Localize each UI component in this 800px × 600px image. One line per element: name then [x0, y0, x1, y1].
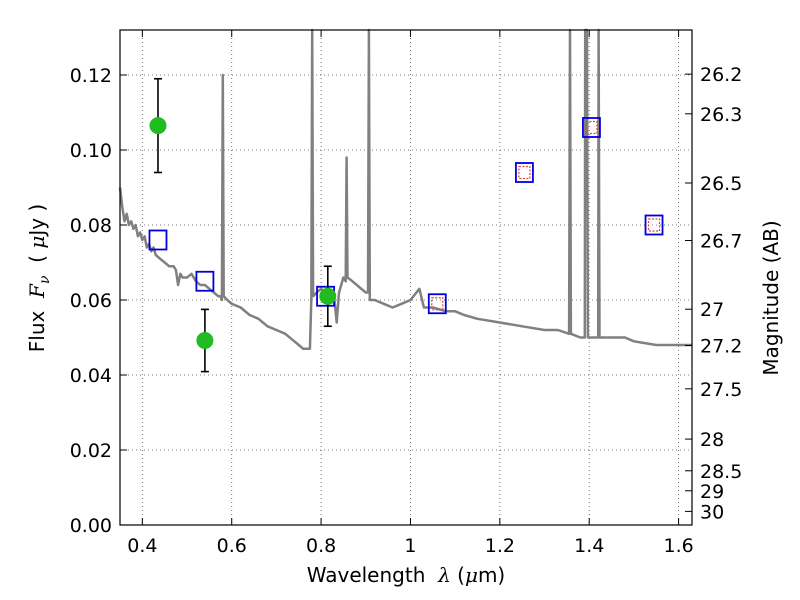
mag-tick-label: 28.5 — [700, 461, 742, 483]
mag-tick-label: 30 — [700, 501, 724, 523]
spectrum-series — [118, 28, 692, 351]
mag-tick-label: 27 — [700, 299, 724, 321]
x-tick-label: 1 — [404, 535, 416, 557]
y-tick-label: 0.10 — [70, 140, 112, 162]
observed-flux-point — [149, 117, 167, 135]
model-flux-box — [644, 214, 664, 236]
data-points — [148, 77, 664, 373]
upper-limit-box — [585, 120, 598, 135]
model-flux-box — [427, 293, 447, 315]
mag-tick-label: 29 — [700, 481, 724, 503]
x-tick-label: 1.6 — [663, 535, 693, 557]
upper-limit-box — [647, 218, 661, 232]
mag-tick-label: 26.5 — [700, 173, 742, 195]
x-tick-label: 0.4 — [127, 535, 157, 557]
y-tick-label: 0.08 — [70, 215, 112, 237]
axis-ticks: 0.4 0.6 0.8 1 1.2 1.4 1.6 0.00 0.02 0.04 0.06 0.08 0… — [70, 30, 742, 557]
x-axis-label: Wavelength λ (μm) — [307, 563, 506, 587]
plot-frame — [119, 29, 693, 526]
grid-lines — [120, 30, 692, 526]
mag-tick-label: 27.2 — [700, 336, 742, 358]
mag-tick-label: 26.2 — [700, 64, 742, 86]
mag-tick-label: 26.3 — [700, 104, 742, 126]
observed-flux-point — [319, 287, 337, 305]
observed-flux-point — [196, 332, 214, 349]
model-flux-box — [515, 162, 534, 183]
spectrum-line-template-spectrum — [118, 28, 692, 351]
y-tick-label: 0.12 — [70, 65, 112, 87]
y2-axis-label: Magnitude (AB) — [759, 220, 783, 375]
upper-limit-box — [431, 297, 444, 311]
x-tick-label: 0.8 — [306, 535, 336, 557]
model-flux-box — [582, 117, 601, 138]
y-tick-label: 0.02 — [70, 440, 112, 462]
y-tick-label: 0.00 — [70, 515, 112, 537]
model-flux-box — [195, 270, 215, 292]
mag-tick-label: 27.5 — [700, 379, 742, 401]
x-tick-label: 1.2 — [485, 535, 515, 557]
upper-limit-box — [518, 165, 531, 180]
model-flux-box — [148, 229, 168, 251]
y-axis-label: Flux Fν ( μJy ) — [25, 204, 53, 352]
y-tick-label: 0.04 — [70, 365, 112, 387]
x-tick-label: 0.6 — [217, 535, 247, 557]
y-tick-label: 0.06 — [70, 290, 112, 312]
x-tick-label: 1.4 — [574, 535, 604, 557]
mag-tick-label: 28 — [700, 429, 724, 451]
mag-tick-label: 26.7 — [700, 231, 742, 253]
